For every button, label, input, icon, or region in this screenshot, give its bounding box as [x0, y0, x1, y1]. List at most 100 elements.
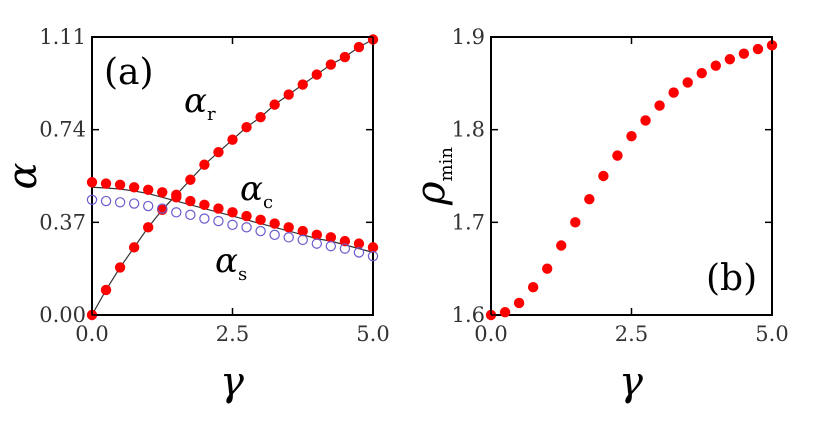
- panel-b-ticks: 0.0 2.5 5.0 1.6 1.7 1.8 1.9: [452, 25, 789, 346]
- data-point-hollow: [325, 240, 337, 252]
- x-tick-label: 5.0: [755, 322, 788, 346]
- data-point: [367, 242, 379, 253]
- y-tick-label: 1.7: [452, 210, 485, 234]
- data-point: [598, 170, 609, 182]
- data-point-hollow: [367, 250, 379, 262]
- data-point-hollow: [213, 215, 224, 227]
- data-point: [584, 193, 595, 205]
- data-point: [171, 192, 182, 203]
- data-point-hollow: [353, 247, 365, 258]
- data-point-hollow: [185, 209, 196, 221]
- data-point: [654, 100, 665, 111]
- data-point-hollow: [128, 198, 140, 209]
- data-point: [143, 222, 154, 233]
- data-point: [269, 99, 280, 110]
- data-point: [513, 297, 525, 309]
- data-point: [710, 60, 721, 71]
- data-point: [283, 222, 294, 233]
- data-point: [100, 178, 112, 189]
- data-point: [255, 111, 266, 123]
- data-point: [499, 307, 511, 318]
- data-point: [128, 182, 140, 193]
- x-tick-label: 0.0: [474, 322, 507, 346]
- y-tick-label: 1.11: [39, 25, 86, 49]
- panel-a-ticks: 0.0 2.5 5.0 0.00 0.37 0.74 1.11: [39, 25, 389, 346]
- data-point: [696, 67, 707, 79]
- data-point: [353, 238, 365, 249]
- data-point: [283, 89, 294, 100]
- data-point: [738, 48, 750, 59]
- data-point: [199, 199, 210, 211]
- data-point-hollow: [157, 203, 168, 214]
- panel-b-label: (b): [706, 258, 757, 299]
- panel-a-xlabel: γ: [220, 359, 244, 405]
- data-point: [114, 262, 126, 273]
- alpha-c-label: αc: [240, 169, 273, 213]
- data-point-hollow: [199, 213, 210, 224]
- data-point: [241, 210, 252, 222]
- data-point: [311, 229, 322, 241]
- data-point: [114, 179, 126, 190]
- data-point-hollow: [297, 234, 308, 246]
- data-point: [325, 232, 337, 243]
- data-point: [682, 77, 693, 88]
- data-point: [556, 240, 567, 251]
- x-tick-label: 0.0: [75, 322, 108, 346]
- data-point: [542, 263, 553, 274]
- panel-b-xlabel: γ: [619, 359, 643, 405]
- data-point: [626, 130, 637, 142]
- data-point: [297, 225, 308, 237]
- data-point-hollow: [86, 194, 98, 205]
- y-tick-label: 1.6: [452, 303, 485, 327]
- y-tick-label: 1.8: [452, 118, 485, 142]
- data-point-hollow: [241, 222, 252, 233]
- data-point: [311, 69, 322, 80]
- y-tick-label: 0.00: [39, 303, 86, 327]
- data-point-hollow: [114, 197, 126, 208]
- data-point-hollow: [283, 232, 294, 243]
- panel-a: 0.0 2.5 5.0 0.00 0.37 0.74 1.11 (a) αr αc αs γ…: [0, 25, 390, 405]
- data-point: [157, 187, 168, 198]
- data-point: [100, 284, 112, 296]
- x-tick-label: 2.5: [216, 322, 249, 346]
- alpha-r-label: αr: [184, 81, 216, 125]
- data-point: [269, 218, 280, 229]
- data-point: [227, 134, 238, 145]
- data-point-hollow: [171, 207, 182, 218]
- data-point-hollow: [339, 243, 351, 254]
- data-point: [766, 40, 778, 51]
- data-point: [297, 79, 308, 90]
- x-tick-label: 5.0: [356, 322, 389, 346]
- data-point: [325, 59, 337, 70]
- data-point-hollow: [100, 195, 112, 207]
- data-point-hollow: [269, 229, 280, 241]
- data-point: [724, 54, 736, 65]
- data-point: [213, 203, 224, 214]
- data-point: [640, 115, 651, 126]
- data-point-hollow: [227, 219, 238, 231]
- data-point-hollow: [142, 200, 154, 212]
- panel-a-ylabel: α: [0, 162, 46, 189]
- data-point: [752, 43, 764, 55]
- data-point: [199, 159, 210, 170]
- panel-a-points: [86, 34, 379, 321]
- data-point: [241, 121, 252, 133]
- y-tick-label: 0.74: [39, 118, 86, 142]
- panel-b-ylabel: ρmin: [408, 147, 457, 206]
- panel-b: 0.0 2.5 5.0 1.6 1.7 1.8 1.9 (b) γ ρmin: [408, 25, 789, 405]
- data-point: [213, 147, 224, 158]
- data-point-hollow: [311, 238, 322, 249]
- x-tick-label: 2.5: [615, 322, 648, 346]
- data-point: [128, 242, 140, 253]
- data-point: [570, 217, 581, 228]
- y-tick-label: 1.9: [452, 25, 485, 49]
- data-point: [185, 195, 196, 207]
- data-point: [527, 282, 539, 293]
- data-point: [339, 235, 351, 247]
- y-tick-label: 0.37: [39, 210, 86, 234]
- data-point: [668, 87, 679, 98]
- alpha-s-label: αs: [215, 241, 247, 285]
- data-point: [143, 184, 154, 195]
- data-point: [185, 174, 196, 185]
- panel-a-label: (a): [104, 52, 154, 93]
